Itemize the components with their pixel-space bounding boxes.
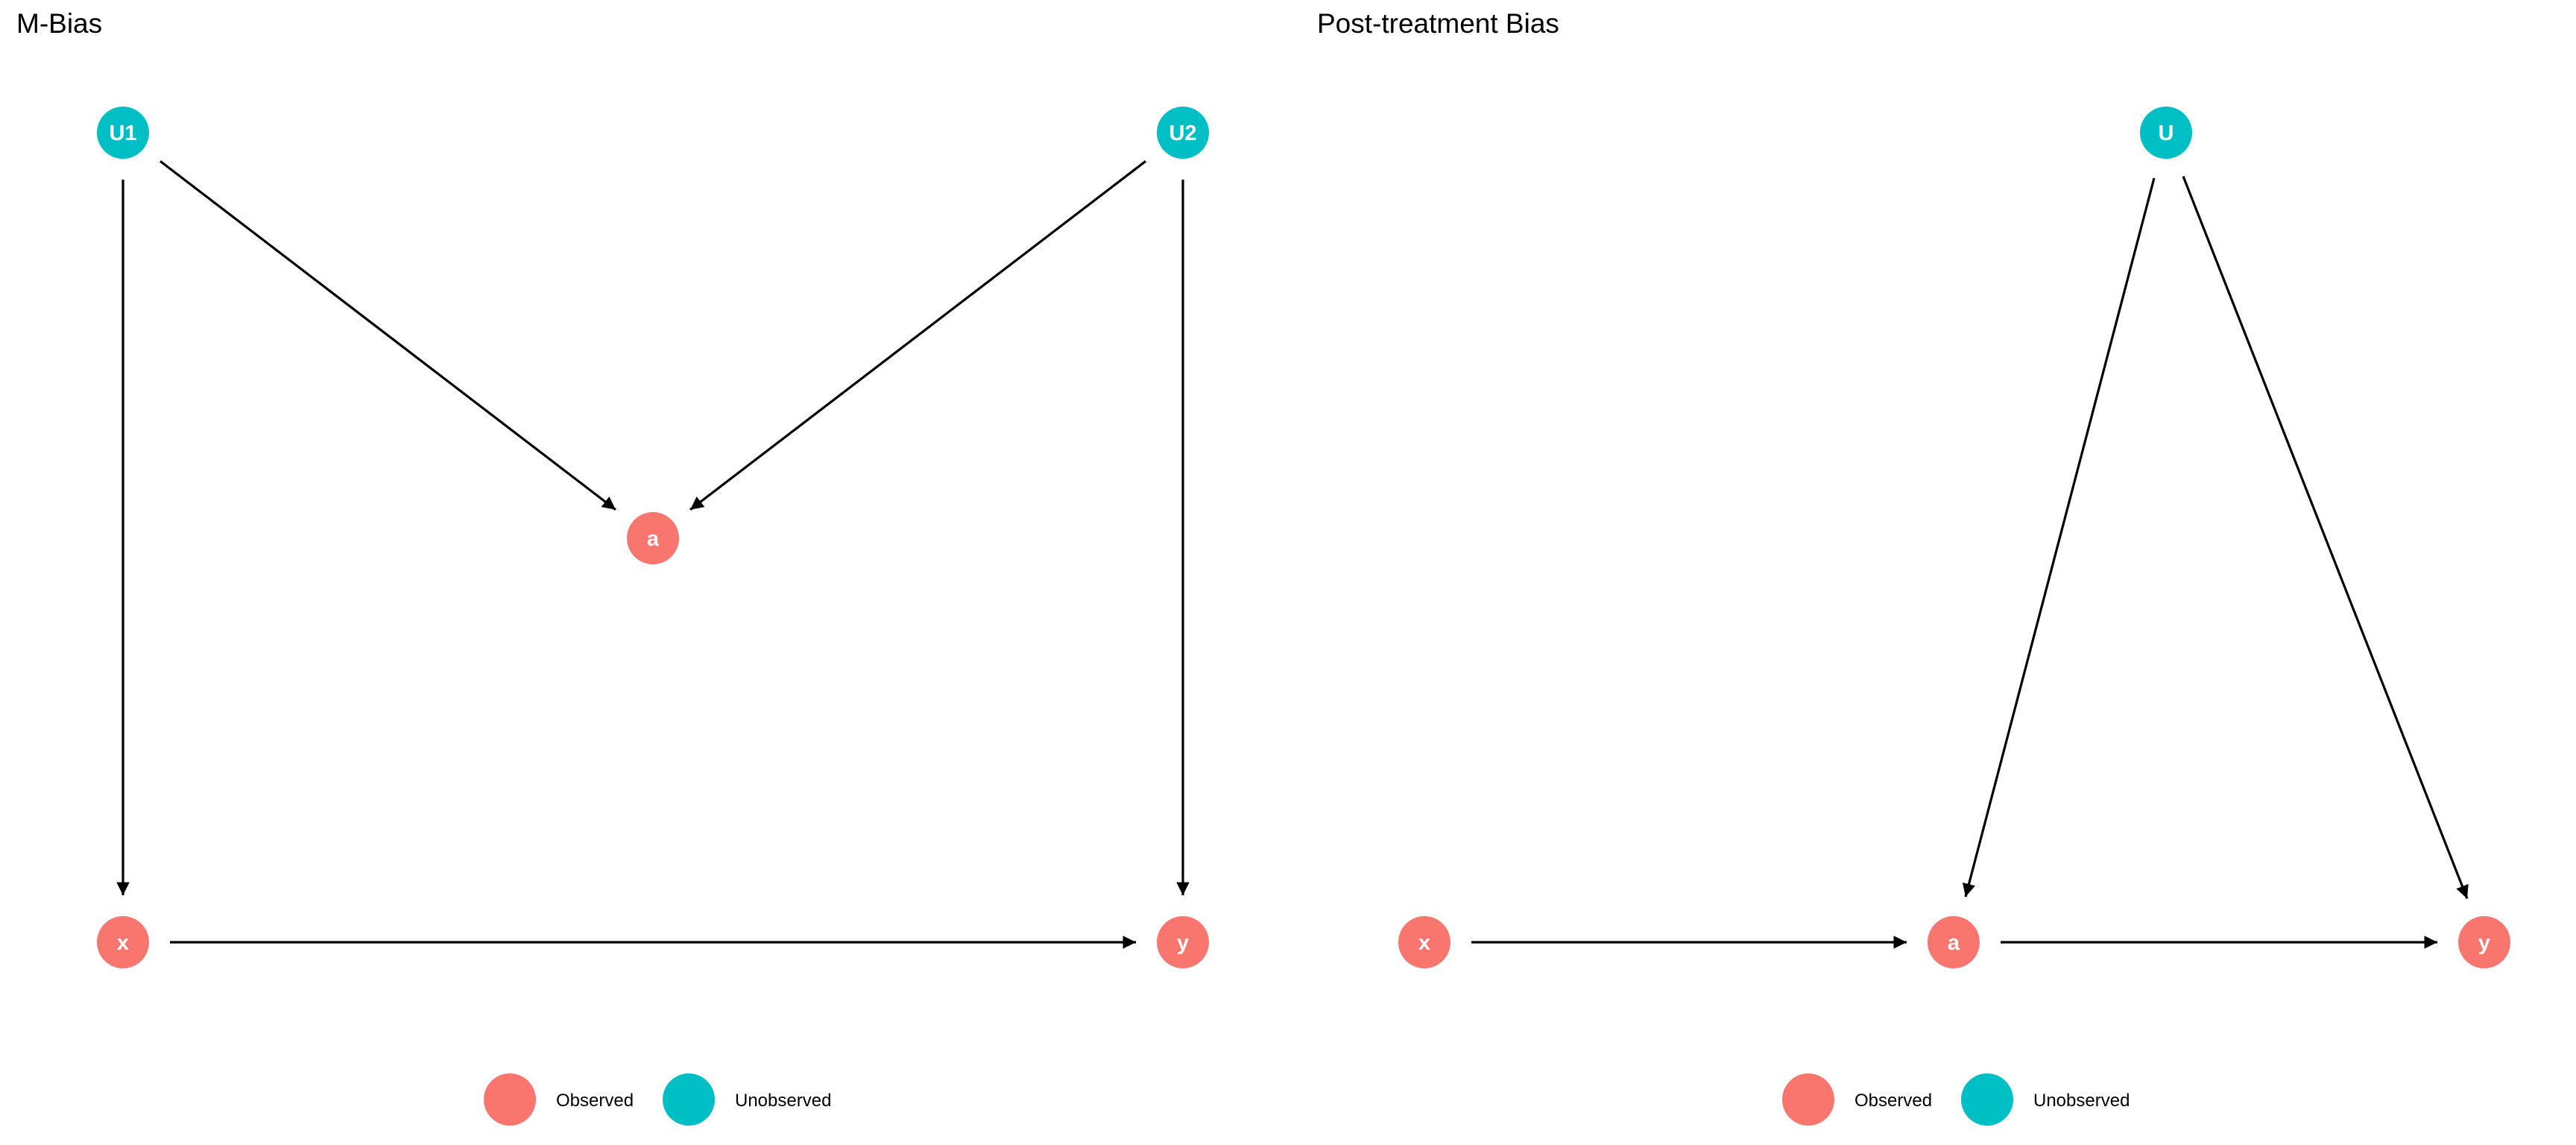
- legend-label-unobserved: Unobserved: [2033, 1091, 2130, 1111]
- legend-swatch-observed: [1782, 1073, 1834, 1126]
- nodes-layer: U1 U2 a x y: [97, 107, 1209, 968]
- node-y: y: [1157, 916, 1209, 968]
- edge-u-to-a: [1962, 177, 2156, 898]
- legend-label-unobserved: Unobserved: [735, 1091, 831, 1111]
- legend: Observed Unobserved: [484, 1073, 831, 1126]
- node-label: U2: [1169, 122, 1196, 145]
- node-label: y: [2478, 931, 2490, 955]
- edge-u1-to-a: [160, 160, 616, 511]
- node-label: U: [2159, 122, 2174, 145]
- node-circle: [2458, 916, 2510, 968]
- panel-title: M-Bias: [16, 8, 102, 39]
- panel-title: Post-treatment Bias: [1317, 8, 1559, 39]
- nodes-layer: Ux a y: [1398, 107, 2510, 968]
- node-label: U1: [109, 122, 136, 145]
- node-a: a: [627, 512, 679, 564]
- panel-m-bias: M-Bias U1 U2 a x y Observed Unobserved: [16, 8, 1209, 1126]
- legend-swatch-observed: [484, 1073, 536, 1126]
- node-circle: [2140, 107, 2192, 159]
- legend: Observed Unobserved: [1782, 1073, 2130, 1126]
- edge-u2-to-a: [689, 160, 1146, 511]
- node-circle: [1157, 916, 1209, 968]
- node-circle: [97, 916, 149, 968]
- node-a: a: [1928, 916, 1980, 968]
- panel-post-treatment-bias: Post-treatment Bias Ux a y Observed Unobse…: [1317, 8, 2510, 1126]
- node-circle: [1928, 916, 1980, 968]
- node-circle: [1398, 916, 1450, 968]
- node-u: U: [2140, 107, 2192, 159]
- node-circle: [627, 512, 679, 564]
- node-label: x: [1418, 931, 1430, 955]
- edge-u-to-y: [2182, 176, 2469, 899]
- node-circle: [1157, 107, 1209, 159]
- node-u1: U1: [97, 107, 149, 159]
- node-x: x: [1398, 916, 1450, 968]
- legend-label-observed: Observed: [556, 1091, 634, 1111]
- edges-layer: [1471, 176, 2469, 949]
- legend-swatch-unobserved: [663, 1073, 715, 1126]
- node-label: x: [117, 931, 129, 955]
- node-y: y: [2458, 916, 2510, 968]
- legend-label-observed: Observed: [1854, 1091, 1932, 1111]
- node-x: x: [97, 916, 149, 968]
- legend-swatch-unobserved: [1961, 1073, 2013, 1126]
- node-circle: [97, 107, 149, 159]
- node-label: a: [1948, 931, 1960, 955]
- node-label: y: [1177, 931, 1189, 955]
- edges-layer: [116, 160, 1190, 949]
- node-label: a: [647, 527, 660, 551]
- node-u2: U2: [1157, 107, 1209, 159]
